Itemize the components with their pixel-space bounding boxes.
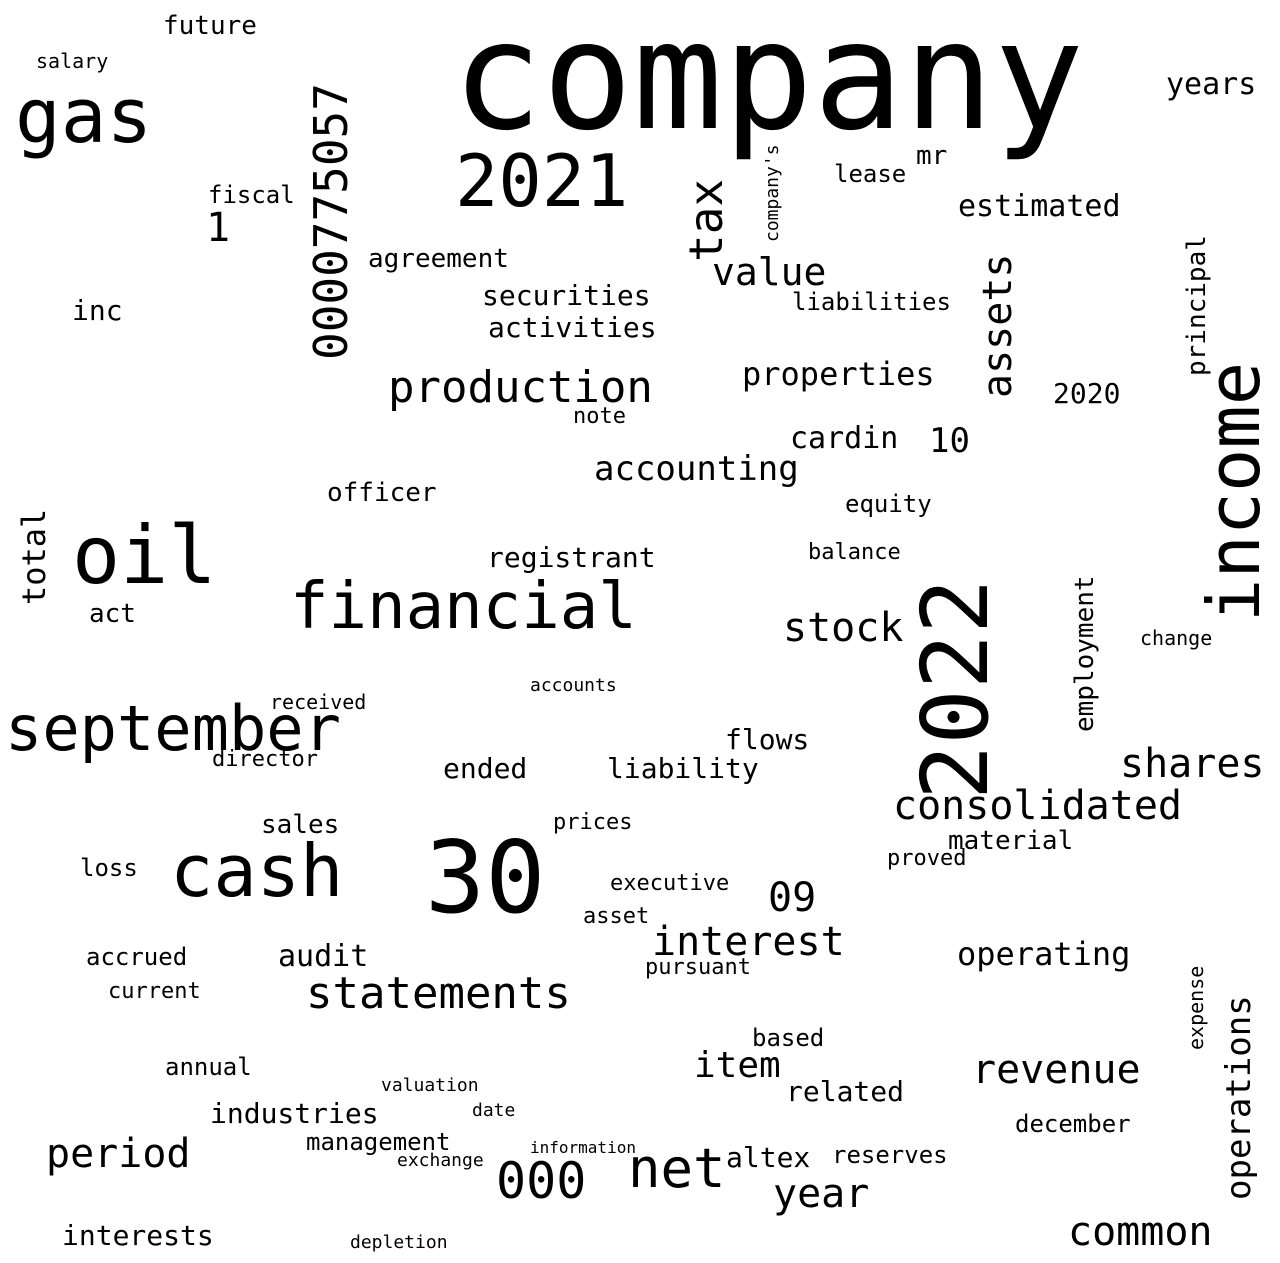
word: information: [530, 1138, 636, 1157]
word: mr: [916, 141, 948, 171]
word: statements: [306, 968, 571, 1019]
word: prices: [553, 810, 633, 835]
word: expense: [1184, 965, 1208, 1050]
word: valuation: [381, 1075, 479, 1096]
word: management: [306, 1128, 451, 1156]
word: note: [573, 404, 626, 429]
word: common: [1068, 1209, 1213, 1255]
word: received: [270, 690, 367, 714]
word: value: [712, 250, 827, 294]
word: september: [5, 692, 341, 765]
word: material: [948, 826, 1074, 856]
word: current: [108, 979, 201, 1004]
word: date: [472, 1100, 516, 1121]
word: future: [163, 11, 257, 41]
word: company's: [762, 144, 783, 242]
word: agreement: [368, 244, 509, 274]
word: year: [773, 1171, 870, 1217]
word: 2020: [1053, 377, 1121, 410]
word: act: [89, 599, 136, 629]
word: production: [388, 362, 653, 413]
word: accounting: [594, 449, 799, 489]
word: december: [1015, 1110, 1131, 1138]
word: cash: [170, 829, 344, 913]
word: altex: [726, 1141, 811, 1174]
word: years: [1166, 67, 1257, 102]
word: period: [46, 1131, 191, 1177]
word: industries: [210, 1097, 379, 1130]
word: revenue: [972, 1047, 1141, 1093]
word: net: [628, 1137, 726, 1200]
word: proved: [887, 846, 967, 871]
word: loss: [80, 854, 138, 882]
word: based: [752, 1024, 825, 1052]
word: assets: [975, 253, 1021, 399]
word: employment: [1070, 575, 1100, 732]
word: liability: [607, 752, 759, 785]
word: 2022: [902, 578, 1009, 800]
word: item: [694, 1045, 781, 1086]
word: director: [212, 747, 318, 772]
word: estimated: [958, 189, 1121, 224]
word: operating: [957, 935, 1131, 973]
word: 2021: [455, 139, 629, 223]
word: related: [786, 1075, 905, 1108]
word: accounts: [530, 675, 617, 696]
word: pursuant: [645, 955, 751, 980]
word: inc: [72, 294, 123, 327]
word: total: [15, 508, 53, 605]
word: change: [1140, 626, 1213, 650]
word: consolidated: [893, 783, 1182, 829]
word: company: [452, 0, 1085, 164]
word: accrued: [86, 943, 188, 971]
word: audit: [278, 939, 369, 974]
word: fiscal: [208, 181, 295, 209]
word: properties: [742, 355, 935, 393]
word: reserves: [832, 1141, 948, 1169]
word: officer: [327, 478, 437, 508]
word: 10: [929, 421, 970, 461]
word: shares: [1120, 741, 1265, 787]
word: financial: [290, 570, 637, 644]
word: depletion: [350, 1232, 448, 1253]
word: annual: [165, 1053, 252, 1081]
word: 09: [768, 875, 817, 921]
word: lease: [834, 160, 907, 188]
word: salary: [36, 49, 109, 73]
word: 1: [206, 205, 231, 251]
word: operations: [1219, 995, 1259, 1200]
word: interest: [652, 919, 845, 965]
word: asset: [583, 904, 650, 929]
word: balance: [808, 540, 901, 565]
word: gas: [15, 71, 153, 160]
word: 000: [496, 1152, 587, 1210]
word: 30: [425, 819, 546, 936]
word: stock: [783, 605, 904, 651]
word: liabilities: [792, 288, 951, 316]
word: ended: [443, 752, 528, 785]
word: principal: [1182, 235, 1212, 376]
word: registrant: [487, 541, 656, 574]
word: activities: [488, 311, 657, 344]
word: executive: [610, 871, 730, 896]
word: flows: [725, 723, 810, 756]
word: interests: [62, 1219, 214, 1252]
word: sales: [261, 810, 340, 840]
word: equity: [845, 490, 932, 518]
word: 0000775057: [304, 83, 358, 360]
word: cardin: [790, 421, 899, 456]
word: oil: [72, 509, 217, 602]
word: income: [1192, 361, 1276, 622]
word: exchange: [397, 1150, 484, 1171]
word: securities: [482, 279, 651, 312]
